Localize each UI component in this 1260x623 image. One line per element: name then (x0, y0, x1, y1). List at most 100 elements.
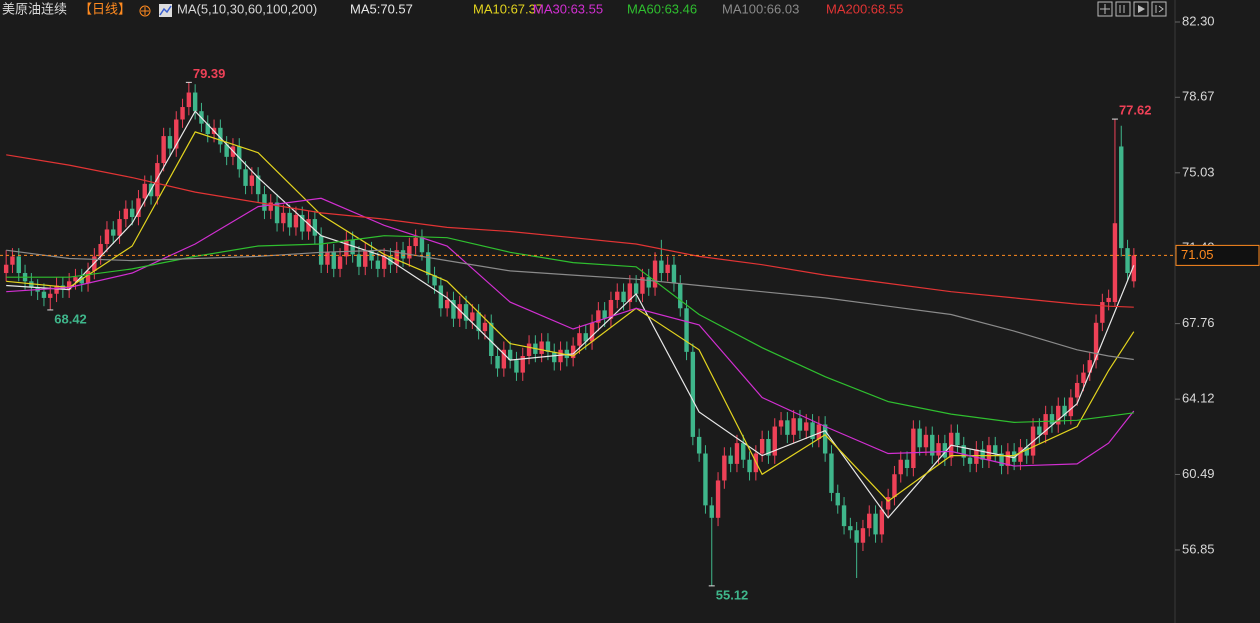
candle-body (451, 299, 456, 319)
candle-body (589, 322, 595, 342)
candle-body (369, 250, 374, 261)
candle-body (1087, 360, 1092, 373)
candle-body (633, 283, 639, 294)
ma-line (6, 154, 1134, 308)
candle-body (1011, 451, 1017, 462)
y-tick-label: 64.12 (1182, 391, 1215, 406)
candle-body (407, 246, 412, 259)
candle-body (344, 239, 349, 257)
y-tick-label: 82.30 (1182, 13, 1215, 28)
candle-body (268, 202, 273, 211)
candle-body (583, 333, 588, 342)
candle-body (123, 208, 129, 220)
candle-body (1056, 405, 1061, 425)
annotation-label: 68.42 (54, 311, 87, 326)
candle-body (457, 304, 462, 319)
candle-body (867, 513, 872, 529)
candle-body (224, 144, 229, 157)
candle-body (192, 92, 198, 112)
candle-body (967, 457, 973, 464)
candle-body (703, 453, 708, 506)
candle-body (835, 492, 840, 506)
legend-entry: MA10:67.37 (473, 1, 543, 16)
candle-body (621, 291, 626, 303)
candle-body (363, 250, 368, 267)
candle-body (186, 92, 192, 108)
candle-body (804, 422, 809, 431)
candle-body (501, 349, 507, 369)
candle-body (1074, 382, 1080, 398)
candle-body (1093, 322, 1099, 361)
candle-body (980, 449, 985, 460)
candle-body (325, 252, 330, 265)
candle-body (816, 424, 822, 439)
indicator-icon[interactable] (159, 4, 172, 17)
candle-body (640, 277, 645, 294)
candle-body (885, 497, 891, 510)
candle-body (873, 513, 878, 535)
candle-body (904, 459, 910, 469)
candle-body (552, 351, 557, 363)
candle-body (974, 449, 979, 464)
candle-body (1125, 248, 1130, 274)
candle-body (1112, 223, 1118, 303)
candle-body (394, 250, 399, 265)
candle-body (255, 175, 261, 195)
ma-line (6, 249, 1134, 361)
candle-body (810, 422, 815, 439)
legend-entry: MA100:66.03 (722, 1, 799, 16)
candle-body (476, 312, 481, 332)
y-tick-label: 56.85 (1182, 541, 1215, 556)
legend-entry: MA200:68.55 (826, 1, 903, 16)
candle-body (1068, 397, 1074, 417)
candle-body (1081, 372, 1086, 383)
candle-body (3, 264, 9, 274)
candle-body (432, 275, 437, 286)
candle-body (785, 420, 790, 435)
candle-body (514, 360, 519, 373)
candle-body (117, 219, 122, 236)
annotation-label: 55.12 (716, 587, 749, 602)
candle-body (507, 349, 513, 361)
candle-body (854, 530, 859, 543)
candle-body (955, 432, 960, 446)
legend-entry: MA5:70.57 (350, 1, 413, 16)
candle-body (1119, 146, 1124, 249)
candle-body (848, 526, 853, 531)
candle-body (161, 136, 166, 164)
candle-body (29, 281, 34, 288)
chart-subtitle: 【日线】 (79, 1, 131, 16)
candle-body (375, 260, 381, 269)
annotation-label: 79.39 (193, 66, 226, 81)
candle-body (356, 254, 362, 267)
ma-params: MA(5,10,30,60,100,200) (177, 1, 317, 16)
candle-body (942, 443, 948, 458)
candle-body (426, 252, 431, 276)
candle-body (841, 505, 847, 527)
add-icon[interactable] (139, 5, 151, 17)
candle-body (180, 107, 185, 120)
candle-body (917, 428, 922, 448)
toolbar[interactable] (1097, 1, 1167, 17)
chart-title: 美原油连续 (2, 1, 67, 16)
candle-body (923, 434, 929, 448)
candle-body (262, 194, 267, 211)
legend-entry: MA30:63.55 (533, 1, 603, 16)
candle-body (690, 351, 696, 437)
candle-body (747, 459, 752, 473)
candle-body (1049, 414, 1055, 425)
candle-body (419, 237, 425, 253)
candle-body (860, 528, 866, 543)
candle-body (41, 291, 47, 298)
candle-body (129, 208, 135, 218)
candle-body (444, 299, 450, 309)
candle-body (337, 256, 343, 269)
candle-body (759, 438, 765, 454)
candle-body (778, 420, 784, 427)
candle-body (73, 277, 78, 282)
candle-body (350, 239, 355, 255)
candle-body (400, 250, 406, 259)
y-tick-label: 75.03 (1182, 164, 1215, 179)
